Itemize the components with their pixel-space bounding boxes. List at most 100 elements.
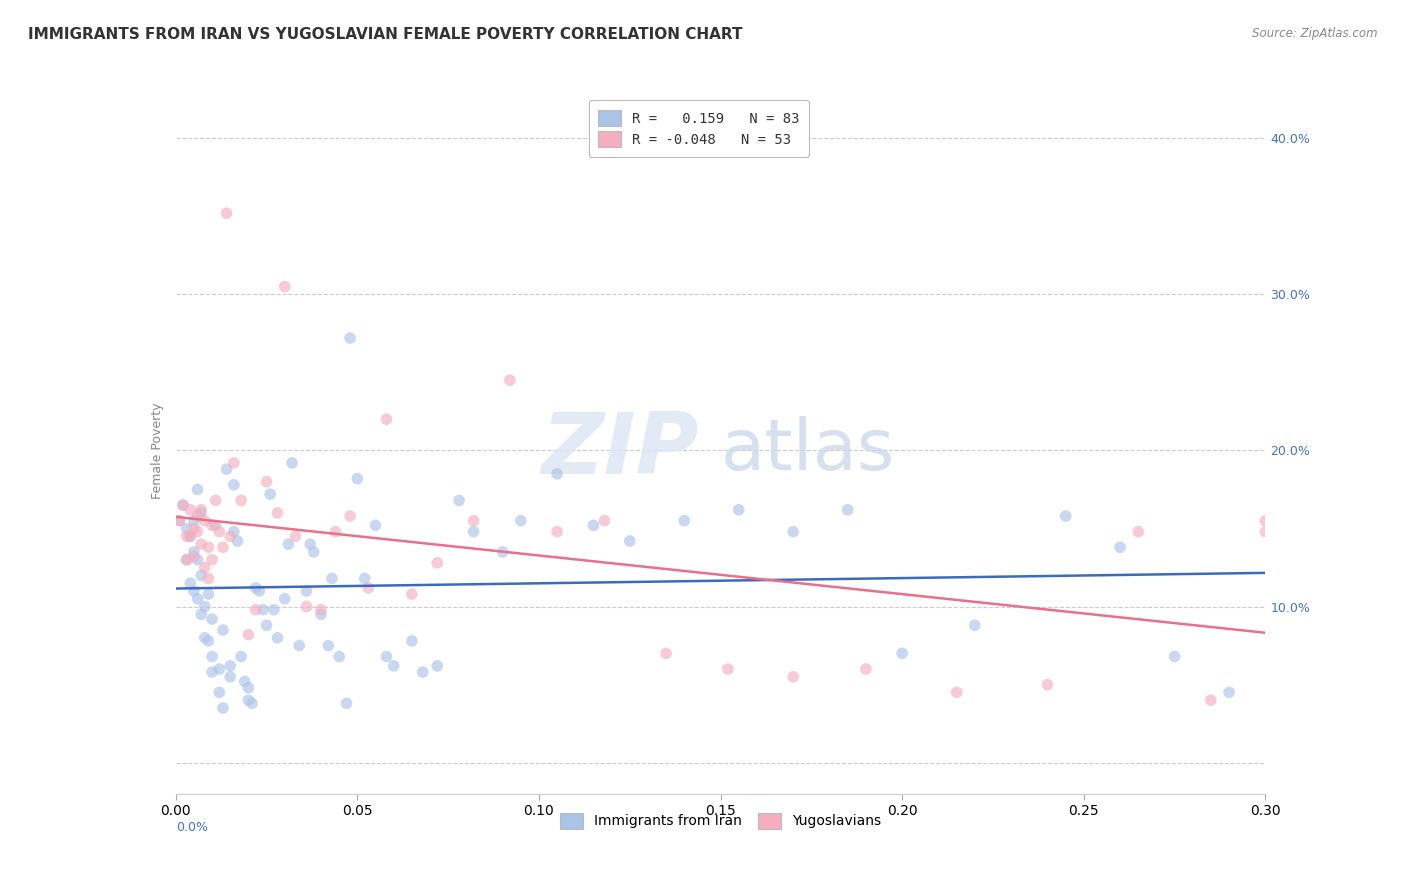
Point bbox=[190, 568, 212, 582]
Point bbox=[546, 524, 568, 539]
Point bbox=[169, 514, 191, 528]
Point bbox=[215, 206, 238, 220]
Point bbox=[335, 696, 357, 710]
Point bbox=[179, 529, 201, 543]
Point bbox=[197, 571, 219, 585]
Point bbox=[208, 662, 231, 676]
Point bbox=[208, 524, 231, 539]
Point bbox=[247, 583, 270, 598]
Point bbox=[891, 646, 914, 660]
Point bbox=[201, 518, 224, 533]
Legend: Immigrants from Iran, Yugoslavians: Immigrants from Iran, Yugoslavians bbox=[551, 803, 890, 838]
Point bbox=[463, 524, 485, 539]
Point bbox=[222, 478, 245, 492]
Point bbox=[183, 549, 205, 564]
Point bbox=[1054, 508, 1077, 523]
Point bbox=[401, 587, 423, 601]
Point bbox=[717, 662, 740, 676]
Point bbox=[183, 521, 205, 535]
Point bbox=[837, 502, 859, 516]
Point bbox=[281, 456, 304, 470]
Point bbox=[295, 583, 318, 598]
Point bbox=[353, 571, 375, 585]
Point bbox=[252, 603, 274, 617]
Point bbox=[219, 658, 242, 673]
Point bbox=[222, 524, 245, 539]
Point bbox=[357, 581, 380, 595]
Point bbox=[509, 514, 531, 528]
Point bbox=[266, 506, 288, 520]
Point bbox=[194, 631, 217, 645]
Point bbox=[375, 412, 398, 426]
Point bbox=[263, 603, 285, 617]
Point bbox=[447, 493, 470, 508]
Point bbox=[190, 537, 212, 551]
Point bbox=[274, 279, 297, 293]
Point bbox=[277, 537, 299, 551]
Point bbox=[546, 467, 568, 481]
Point bbox=[375, 649, 398, 664]
Point bbox=[492, 545, 515, 559]
Point bbox=[190, 502, 212, 516]
Point bbox=[186, 508, 209, 523]
Point bbox=[593, 514, 616, 528]
Point bbox=[619, 533, 641, 548]
Point bbox=[321, 571, 343, 585]
Point bbox=[233, 674, 256, 689]
Point bbox=[204, 493, 226, 508]
Point bbox=[226, 533, 249, 548]
Point bbox=[288, 639, 311, 653]
Point bbox=[309, 603, 332, 617]
Point bbox=[186, 591, 209, 606]
Point bbox=[945, 685, 967, 699]
Point bbox=[186, 552, 209, 567]
Point bbox=[183, 514, 205, 528]
Point bbox=[318, 639, 340, 653]
Point bbox=[284, 529, 307, 543]
Point bbox=[197, 540, 219, 554]
Point bbox=[266, 631, 288, 645]
Point bbox=[259, 487, 281, 501]
Point bbox=[208, 685, 231, 699]
Point bbox=[238, 681, 260, 695]
Point bbox=[328, 649, 350, 664]
Point bbox=[204, 518, 226, 533]
Point bbox=[339, 508, 361, 523]
Text: IMMIGRANTS FROM IRAN VS YUGOSLAVIAN FEMALE POVERTY CORRELATION CHART: IMMIGRANTS FROM IRAN VS YUGOSLAVIAN FEMA… bbox=[28, 27, 742, 42]
Point bbox=[201, 665, 224, 680]
Point bbox=[201, 612, 224, 626]
Point bbox=[499, 373, 522, 387]
Point bbox=[190, 607, 212, 622]
Point bbox=[186, 524, 209, 539]
Point bbox=[299, 537, 322, 551]
Point bbox=[1163, 649, 1185, 664]
Point bbox=[194, 560, 217, 574]
Point bbox=[1036, 678, 1059, 692]
Point bbox=[782, 524, 804, 539]
Point bbox=[172, 498, 194, 512]
Point bbox=[201, 552, 224, 567]
Point bbox=[1254, 514, 1277, 528]
Text: Source: ZipAtlas.com: Source: ZipAtlas.com bbox=[1253, 27, 1378, 40]
Point bbox=[219, 529, 242, 543]
Point bbox=[190, 506, 212, 520]
Point bbox=[1254, 524, 1277, 539]
Point bbox=[201, 649, 224, 664]
Point bbox=[176, 529, 198, 543]
Point bbox=[1128, 524, 1150, 539]
Point bbox=[194, 599, 217, 614]
Point bbox=[426, 658, 449, 673]
Point bbox=[256, 475, 278, 489]
Point bbox=[274, 591, 297, 606]
Point bbox=[245, 603, 267, 617]
Point bbox=[1199, 693, 1222, 707]
Point bbox=[1218, 685, 1240, 699]
Point bbox=[582, 518, 605, 533]
Point bbox=[212, 623, 235, 637]
Point bbox=[169, 514, 191, 528]
Point bbox=[215, 462, 238, 476]
Point bbox=[172, 498, 194, 512]
Point bbox=[179, 529, 201, 543]
Point bbox=[302, 545, 325, 559]
Text: atlas: atlas bbox=[721, 416, 896, 485]
